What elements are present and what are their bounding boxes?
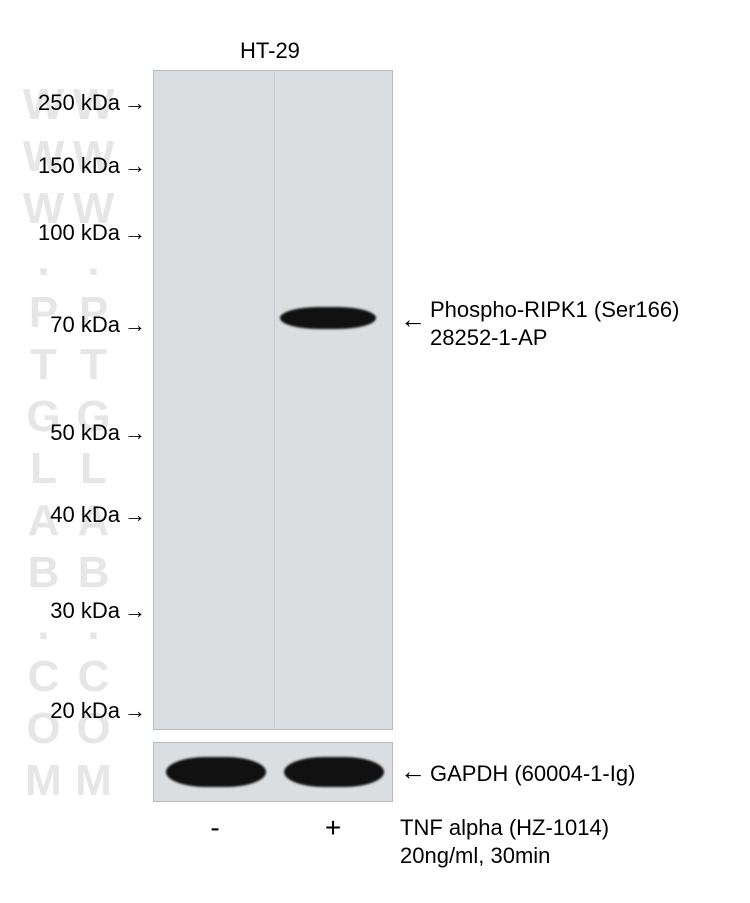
annotation-ripk1-line2: 28252-1-AP bbox=[430, 325, 547, 350]
annotation-arrow-ripk1: ← bbox=[400, 304, 426, 335]
annotation-arrow-gapdh: ← bbox=[400, 756, 426, 787]
mw-label-50: 50 kDa bbox=[10, 420, 120, 446]
mw-label-70: 70 kDa bbox=[10, 312, 120, 338]
annotation-label-ripk1: Phospho-RIPK1 (Ser166) 28252-1-AP bbox=[430, 296, 679, 351]
western-blot-figure: WWW.PTGLAB.COM WWW.PTGLAB.COM HT-29 250 … bbox=[0, 0, 750, 903]
annotation-ripk1-line1: Phospho-RIPK1 (Ser166) bbox=[430, 297, 679, 322]
treatment-line2: 20ng/ml, 30min bbox=[400, 843, 550, 868]
mw-label-40: 40 kDa bbox=[10, 502, 120, 528]
mw-arrow-20: → bbox=[124, 698, 146, 724]
mw-arrow-30: → bbox=[124, 598, 146, 624]
band-phospho-ripk1 bbox=[280, 307, 376, 329]
mw-label-100: 100 kDa bbox=[10, 220, 120, 246]
lane-sign-minus: - bbox=[195, 812, 235, 844]
treatment-line1: TNF alpha (HZ-1014) bbox=[400, 815, 609, 840]
band-gapdh-lane2 bbox=[284, 757, 384, 787]
lane-divider bbox=[274, 71, 275, 730]
mw-arrow-70: → bbox=[124, 312, 146, 338]
header-cell-line: HT-29 bbox=[240, 38, 300, 64]
mw-arrow-250: → bbox=[124, 90, 146, 116]
band-gapdh-lane1 bbox=[166, 757, 266, 787]
lane-sign-plus: + bbox=[313, 812, 353, 844]
annotation-label-gapdh: GAPDH (60004-1-Ig) bbox=[430, 760, 635, 788]
mw-arrow-50: → bbox=[124, 420, 146, 446]
annotation-gapdh-line1: GAPDH (60004-1-Ig) bbox=[430, 761, 635, 786]
mw-arrow-150: → bbox=[124, 153, 146, 179]
loading-control-membrane bbox=[153, 742, 393, 802]
mw-arrow-100: → bbox=[124, 220, 146, 246]
mw-label-30: 30 kDa bbox=[10, 598, 120, 624]
mw-label-250: 250 kDa bbox=[10, 90, 120, 116]
mw-label-20: 20 kDa bbox=[10, 698, 120, 724]
mw-arrow-40: → bbox=[124, 502, 146, 528]
main-blot-membrane bbox=[153, 70, 393, 730]
treatment-label: TNF alpha (HZ-1014) 20ng/ml, 30min bbox=[400, 814, 609, 869]
mw-label-150: 150 kDa bbox=[10, 153, 120, 179]
